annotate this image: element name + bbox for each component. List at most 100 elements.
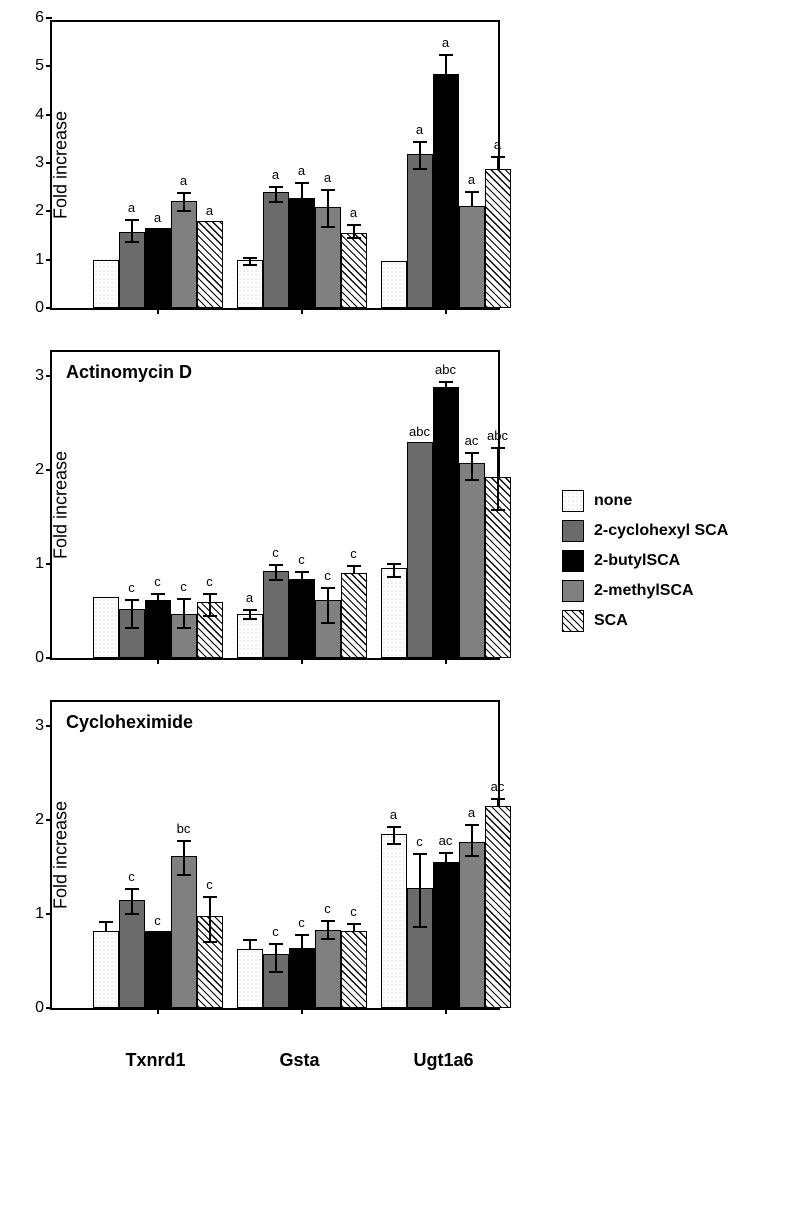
bar-column: a xyxy=(197,221,223,308)
bar: a xyxy=(485,169,511,308)
error-bar-down xyxy=(327,601,329,624)
legend-swatch xyxy=(562,610,584,632)
bar-column: a xyxy=(315,207,341,308)
bar-column: c xyxy=(407,888,433,1008)
y-tick-label: 2 xyxy=(35,202,44,220)
error-bar-down xyxy=(471,843,473,857)
plot-area: ccbccccccacacaac xyxy=(52,702,498,1008)
significance-label: ac xyxy=(465,433,479,448)
significance-label: a xyxy=(390,807,397,822)
bar-column xyxy=(237,949,263,1008)
bar: a xyxy=(171,201,197,308)
significance-label: a xyxy=(416,122,423,137)
bar xyxy=(237,260,263,308)
x-tick-mark xyxy=(445,658,447,664)
y-tick-label: 0 xyxy=(35,649,44,667)
bar-column: c xyxy=(119,609,145,658)
bar xyxy=(381,568,407,658)
bar: c xyxy=(315,930,341,1008)
bar-column: abc xyxy=(433,387,459,658)
significance-label: a xyxy=(468,805,475,820)
bar: a xyxy=(407,154,433,308)
significance-label: c xyxy=(154,574,161,589)
bar-column: ac xyxy=(485,806,511,1008)
error-bar-down xyxy=(419,889,421,928)
legend-label: 2-cyclohexyl SCA xyxy=(594,522,728,540)
bar-column xyxy=(93,260,119,308)
error-bar-up xyxy=(419,853,421,889)
plot-area: aaaaaaaaaaaa xyxy=(52,22,498,308)
error-bar-down xyxy=(393,835,395,844)
y-tick-label: 1 xyxy=(35,251,44,269)
bar-column xyxy=(237,260,263,308)
bar-column: a xyxy=(485,169,511,308)
bar-column xyxy=(93,597,119,658)
error-bar-down xyxy=(183,857,185,876)
error-bar-up xyxy=(275,186,277,193)
significance-label: abc xyxy=(487,428,508,443)
error-bar-up xyxy=(445,54,447,74)
bar: c xyxy=(341,573,367,658)
bar-column: ac xyxy=(459,463,485,658)
error-bar-down xyxy=(393,569,395,578)
y-tick-label: 5 xyxy=(35,57,44,75)
y-tick-label: 0 xyxy=(35,299,44,317)
x-axis-labels: Txnrd1GstaUgt1a6 xyxy=(50,1050,500,1074)
legend-swatch xyxy=(562,490,584,512)
bar: abc xyxy=(407,442,433,658)
error-bar-down xyxy=(301,949,303,958)
bar-group: ccbcc xyxy=(93,856,223,1008)
significance-label: a xyxy=(180,173,187,188)
significance-label: c xyxy=(324,568,331,583)
bar xyxy=(381,261,407,308)
error-bar-down xyxy=(327,208,329,227)
legend-label: none xyxy=(594,492,632,510)
bar-group: aaaa xyxy=(237,192,367,308)
bar: ac xyxy=(485,806,511,1008)
error-bar-down xyxy=(249,615,251,621)
significance-label: a xyxy=(468,172,475,187)
bar: ac xyxy=(459,463,485,658)
significance-label: c xyxy=(350,546,357,561)
error-bar-down xyxy=(183,202,185,213)
bar-column: c xyxy=(315,930,341,1008)
error-bar-up xyxy=(301,571,303,580)
bar xyxy=(237,949,263,1008)
bar: a xyxy=(459,842,485,1008)
significance-label: abc xyxy=(409,424,430,439)
error-bar-down xyxy=(209,603,211,617)
bar: c xyxy=(145,600,171,658)
y-tick-label: 1 xyxy=(35,905,44,923)
significance-label: c xyxy=(180,579,187,594)
error-bar-up xyxy=(275,564,277,572)
bar-column: c xyxy=(263,571,289,658)
significance-label: a xyxy=(154,210,161,225)
bar-column: c xyxy=(289,579,315,658)
x-axis-label: Gsta xyxy=(279,1050,319,1071)
bar-column: a xyxy=(171,201,197,308)
error-bar-up xyxy=(471,452,473,463)
bar xyxy=(93,931,119,1008)
error-bar-up xyxy=(419,141,421,156)
x-tick-mark xyxy=(157,308,159,314)
error-bar-up xyxy=(275,943,277,954)
bar: a xyxy=(341,233,367,308)
bar: c xyxy=(197,602,223,658)
error-bar-up xyxy=(327,587,329,601)
error-bar-down xyxy=(327,931,329,940)
legend-item: 2-butylSCA xyxy=(562,550,728,572)
error-bar-up xyxy=(497,156,499,170)
error-bar-down xyxy=(275,955,277,974)
bar: a xyxy=(381,834,407,1008)
significance-label: a xyxy=(442,35,449,50)
error-bar-up xyxy=(353,923,355,932)
error-bar-up xyxy=(157,593,159,601)
legend: none2-cyclohexyl SCA2-butylSCA2-methylSC… xyxy=(562,490,728,640)
error-bar-down xyxy=(275,572,277,581)
legend-swatch xyxy=(562,550,584,572)
legend-swatch xyxy=(562,580,584,602)
significance-label: c xyxy=(272,924,279,939)
bar-column: c xyxy=(197,916,223,1008)
error-bar-up xyxy=(105,921,107,932)
error-bar-up xyxy=(353,224,355,234)
